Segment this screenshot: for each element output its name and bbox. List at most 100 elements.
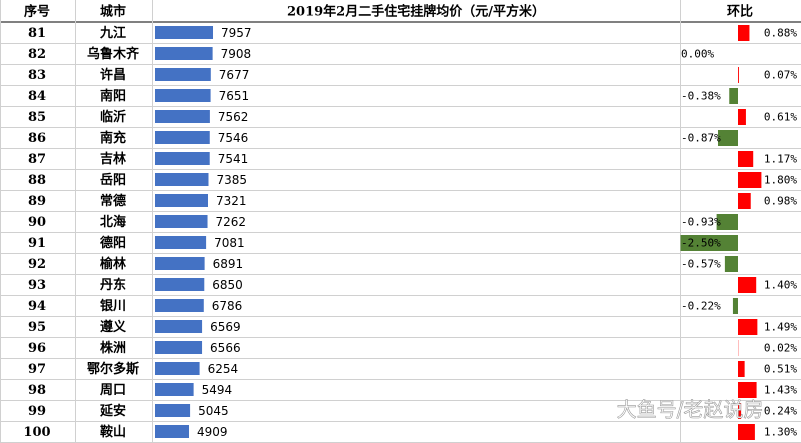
change: 0.02% — [764, 342, 797, 355]
price: 5045 — [198, 404, 229, 418]
rank: 99 — [28, 404, 46, 419]
price: 6891 — [213, 257, 244, 271]
rank: 84 — [28, 89, 46, 104]
price: 7651 — [219, 89, 250, 103]
change-bar — [738, 25, 750, 41]
rank: 86 — [28, 131, 46, 146]
change: 0.24% — [764, 405, 797, 418]
city: 德阳 — [100, 235, 126, 251]
price: 4909 — [197, 425, 228, 439]
change: 0.88% — [764, 27, 797, 40]
city: 遵义 — [100, 319, 127, 335]
price: 6569 — [210, 320, 241, 334]
city: 临沂 — [100, 109, 126, 125]
change-bar — [738, 151, 754, 167]
change-bar — [738, 277, 757, 293]
price-bar — [155, 47, 213, 60]
header-cell: 环比 — [727, 4, 753, 20]
rank: 87 — [28, 152, 46, 167]
city: 许昌 — [100, 67, 126, 83]
change-bar — [732, 298, 738, 314]
change-bar — [680, 235, 738, 251]
city: 常德 — [100, 193, 126, 209]
change-bar — [738, 361, 745, 377]
city: 鞍山 — [100, 424, 126, 440]
change: 0.00% — [681, 48, 714, 61]
header-cell: 城市 — [100, 4, 126, 20]
change-bar — [716, 214, 738, 230]
price-bar — [155, 89, 211, 102]
city: 吉林 — [100, 151, 126, 167]
price: 7541 — [218, 152, 249, 166]
rank: 96 — [28, 341, 46, 356]
price-bar — [155, 152, 210, 165]
change: -0.38% — [681, 90, 721, 103]
header-cell: 序号 — [24, 4, 50, 20]
change-bar — [729, 88, 738, 104]
price: 7957 — [221, 26, 252, 40]
rank: 85 — [28, 110, 46, 125]
city: 北海 — [100, 214, 126, 230]
city: 延安 — [99, 403, 126, 419]
price-bar — [155, 383, 194, 396]
rank: 95 — [28, 320, 46, 335]
price: 6254 — [208, 362, 239, 376]
price: 7321 — [216, 194, 247, 208]
watermark: 大鱼号/老赵说房 — [617, 398, 764, 422]
price: 7262 — [216, 215, 247, 229]
change-bar — [738, 172, 762, 188]
rank: 81 — [28, 26, 46, 41]
city: 九江 — [99, 25, 126, 41]
price-bar — [155, 341, 203, 354]
price-bar — [155, 215, 208, 228]
city: 乌鲁木齐 — [87, 46, 140, 62]
city: 银川 — [100, 298, 126, 314]
price-bar — [155, 68, 211, 81]
change: 0.98% — [764, 195, 797, 208]
price-bar — [155, 194, 208, 207]
price: 7562 — [218, 110, 249, 124]
price-bar — [155, 131, 210, 144]
change: 1.80% — [764, 174, 797, 187]
change-bar — [738, 193, 751, 209]
change: 0.51% — [764, 363, 797, 376]
rank: 93 — [28, 278, 46, 293]
change-bar — [738, 109, 746, 125]
change: 0.07% — [764, 69, 797, 82]
rank: 89 — [28, 194, 46, 209]
change: 1.17% — [764, 153, 797, 166]
rank: 94 — [28, 299, 46, 314]
rank: 92 — [28, 257, 46, 272]
change: -0.87% — [681, 132, 721, 145]
price-bar — [155, 110, 210, 123]
price: 6786 — [212, 299, 243, 313]
price: 7546 — [218, 131, 249, 145]
change: -2.50% — [681, 237, 721, 250]
city: 周口 — [100, 383, 126, 398]
price: 6850 — [212, 278, 243, 292]
change: 1.40% — [764, 279, 797, 292]
price: 7081 — [214, 236, 245, 250]
change-bar — [738, 424, 755, 440]
header-bg — [0, 0, 801, 22]
city: 南充 — [100, 130, 126, 146]
price: 6566 — [210, 341, 241, 355]
change: 1.49% — [764, 321, 797, 334]
city: 岳阳 — [100, 173, 126, 188]
rank: 91 — [28, 236, 46, 251]
change-bar — [738, 319, 758, 335]
price-bar — [155, 26, 214, 39]
city: 株洲 — [100, 340, 126, 356]
price: 7908 — [221, 47, 252, 61]
city: 榆林 — [100, 256, 126, 272]
price: 7385 — [217, 173, 248, 187]
price-bar — [155, 299, 204, 312]
city: 南阳 — [100, 88, 126, 104]
rank: 83 — [28, 68, 46, 83]
rank: 98 — [28, 383, 46, 398]
change: 0.61% — [764, 111, 797, 124]
change-bar — [738, 67, 739, 83]
change: 1.43% — [764, 384, 797, 397]
price: 5494 — [202, 383, 233, 397]
